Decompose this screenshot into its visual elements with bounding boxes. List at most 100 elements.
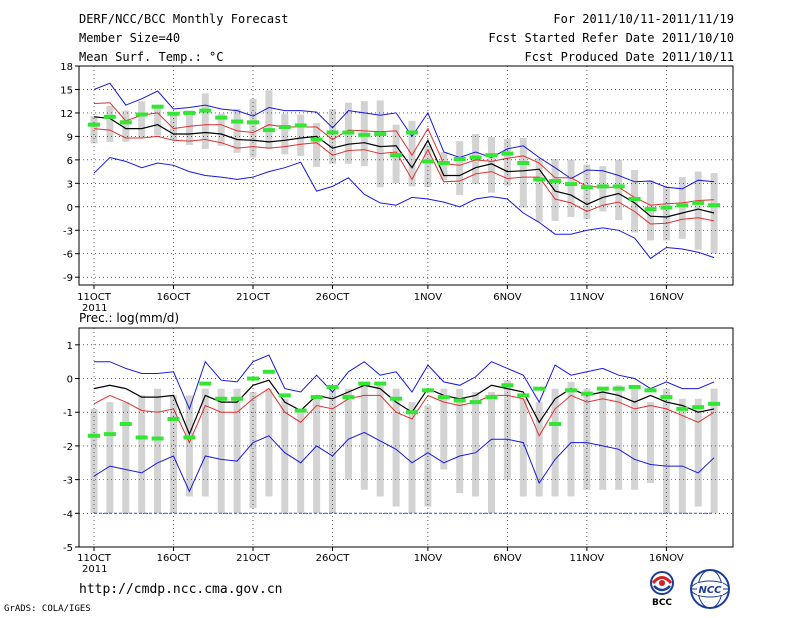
observed-marker <box>708 401 721 406</box>
ensemble-bar <box>90 116 98 144</box>
y-tick-label: 18 <box>60 62 73 73</box>
observed-marker <box>88 122 100 127</box>
ensemble-bar <box>535 158 543 222</box>
x-tick-label: 21OCT <box>236 553 271 564</box>
series-line-max <box>94 354 715 411</box>
ensemble-bar <box>440 388 448 470</box>
member-size-label: Member Size=40 <box>79 31 181 45</box>
observed-marker <box>533 386 546 391</box>
observed-marker <box>628 384 641 389</box>
observed-marker <box>278 125 291 130</box>
series-line-min <box>93 156 715 260</box>
source-url[interactable]: http://cmdp.ncc.cma.gov.cn <box>79 582 283 597</box>
chart-title: DERF/NCC/BCC Monthly Forecast <box>79 12 289 26</box>
ensemble-bar <box>678 398 686 514</box>
ensemble-bar <box>694 171 702 250</box>
grads-credit: GrADS: COLA/IGES <box>4 604 91 614</box>
ensemble-bar <box>122 402 130 514</box>
ensemble-bar <box>615 159 623 221</box>
observed-marker <box>119 422 132 427</box>
observed-marker <box>199 108 212 113</box>
observed-marker <box>612 184 625 189</box>
ensemble-bar <box>551 159 559 221</box>
observed-marker <box>485 153 498 158</box>
series-line-max <box>93 82 715 190</box>
ensemble-bar <box>472 392 480 497</box>
observed-marker <box>692 200 705 205</box>
y-tick-label: -6 <box>63 250 73 261</box>
observed-marker <box>580 391 593 396</box>
observed-marker <box>135 435 148 440</box>
ensemble-bar <box>281 113 289 155</box>
observed-marker <box>231 119 244 124</box>
observed-marker <box>294 123 307 128</box>
observed-marker <box>580 185 593 190</box>
x-tick-label: 16OCT <box>157 553 192 564</box>
ensemble-bar <box>488 392 495 514</box>
ensemble-bar <box>249 392 257 509</box>
precip-title: Prec.: log(mm/d) <box>79 311 179 325</box>
observed-marker <box>215 115 228 120</box>
observed-marker <box>676 406 689 411</box>
ensemble-bar <box>408 120 416 187</box>
ensemble-bar <box>217 113 225 146</box>
observed-marker <box>374 132 387 137</box>
ncc-logo: NCC <box>688 568 732 610</box>
year-label: 2011 <box>82 303 107 314</box>
series-line-mean-sigma <box>93 387 715 444</box>
ensemble-bar <box>662 388 670 514</box>
ensemble-bar <box>313 123 321 167</box>
x-tick-label: 11NOV <box>570 292 605 303</box>
observed-marker <box>358 132 371 137</box>
observed-marker <box>612 386 625 391</box>
x-tick-label: 6NOV <box>493 553 522 564</box>
ensemble-bar <box>424 144 432 188</box>
y-tick-label: -5 <box>63 543 73 554</box>
observed-marker <box>183 435 196 440</box>
ensemble-bar <box>519 398 527 497</box>
ensemble-bar <box>631 388 639 490</box>
observed-marker <box>342 395 355 400</box>
y-tick-label: -4 <box>63 509 73 520</box>
ensemble-bar <box>249 98 257 158</box>
observed-marker <box>326 130 339 135</box>
ensemble-bar <box>106 105 114 142</box>
ensemble-bar <box>503 380 511 480</box>
ensemble-bar <box>329 388 336 514</box>
observed-marker <box>708 203 721 208</box>
ensemble-bar <box>185 110 193 145</box>
forecast-period: For 2011/10/11-2011/11/19 <box>553 12 734 26</box>
observed-marker <box>199 381 212 386</box>
plot-frame <box>78 65 734 286</box>
observed-marker <box>358 381 371 386</box>
y-tick-label: 1 <box>67 341 73 352</box>
temperature-panel: -9 -6 -3 0 3 6 9 12 15 18 11OCT 16OCT 21OCT 26OCT 1NOV… <box>60 62 734 314</box>
observed-marker <box>151 436 164 441</box>
y-tick-label: -3 <box>63 476 73 487</box>
x-tick-label: 26OCT <box>316 553 351 564</box>
ensemble-bar <box>710 388 718 514</box>
ncc-logo-text: NCC <box>698 585 722 596</box>
observed-marker <box>676 203 689 208</box>
ensemble-bar <box>615 385 623 490</box>
observed-marker <box>565 388 577 393</box>
observed-marker <box>644 388 657 393</box>
observed-marker <box>549 422 562 427</box>
observed-marker <box>692 405 705 410</box>
observed-marker <box>421 159 434 164</box>
observed-marker <box>326 384 339 389</box>
observed-marker <box>660 395 673 400</box>
ensemble-bar <box>694 398 702 507</box>
observed-marker <box>596 386 609 391</box>
observed-marker <box>644 207 657 212</box>
ensemble-bar <box>631 170 639 233</box>
ensemble-bar <box>376 100 384 188</box>
y-tick-label: 3 <box>67 179 73 190</box>
ensemble-bar <box>154 106 162 136</box>
plot-frame <box>78 327 734 548</box>
observed-marker <box>247 120 259 125</box>
ensemble-bar <box>233 388 241 514</box>
ensemble-bar <box>329 109 336 164</box>
ensemble-bar <box>456 141 464 196</box>
series-line-mean-sigma <box>93 102 715 206</box>
